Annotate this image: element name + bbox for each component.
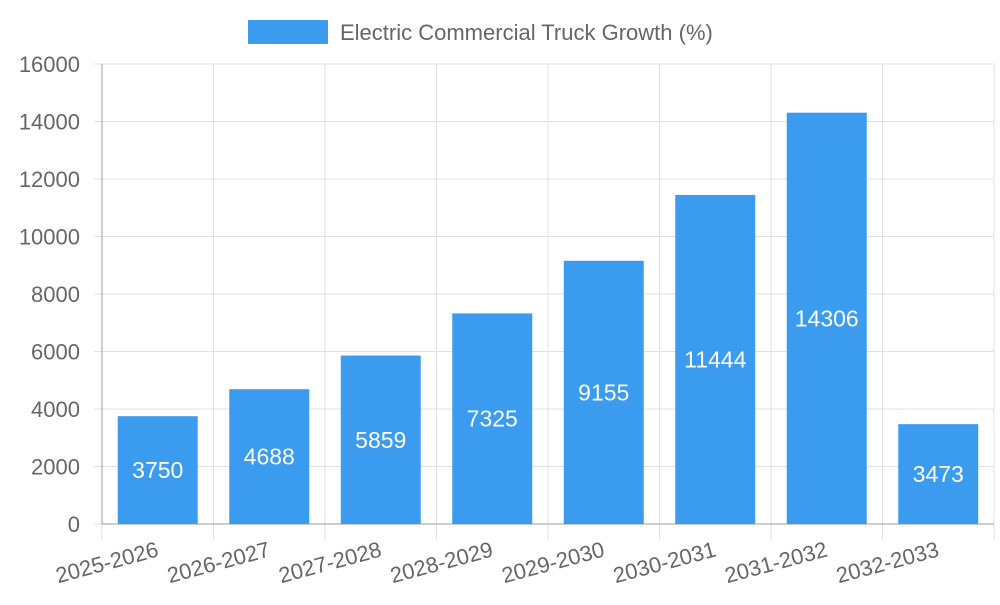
legend-swatch[interactable] xyxy=(248,20,328,44)
gridlines xyxy=(101,63,995,540)
bar[interactable] xyxy=(452,313,533,524)
bar-value-label: 4688 xyxy=(244,444,295,470)
bar[interactable] xyxy=(117,416,198,524)
x-tick-label: 2030-2031 xyxy=(610,537,718,588)
bar-value-label: 9155 xyxy=(578,379,629,405)
bar[interactable] xyxy=(229,389,310,524)
legend-label[interactable]: Electric Commercial Truck Growth (%) xyxy=(340,20,713,45)
x-tick-label: 2026-2027 xyxy=(164,537,272,588)
y-tick-label: 10000 xyxy=(19,225,80,250)
y-tick-label: 4000 xyxy=(31,397,80,422)
bar-value-label: 3473 xyxy=(913,461,964,487)
y-tick-label: 8000 xyxy=(31,282,80,307)
bar[interactable] xyxy=(786,112,867,524)
bar[interactable] xyxy=(563,260,644,524)
y-tick-label: 14000 xyxy=(19,110,80,135)
y-tick-label: 12000 xyxy=(19,167,80,192)
x-tick-label: 2027-2028 xyxy=(276,537,384,588)
y-tick-label: 16000 xyxy=(19,52,80,77)
legend[interactable]: Electric Commercial Truck Growth (%) xyxy=(248,20,713,45)
bar-value-label: 3750 xyxy=(132,457,183,483)
bar-value-label: 11444 xyxy=(684,346,746,372)
bars xyxy=(117,112,979,525)
bar-value-label: 14306 xyxy=(795,305,859,331)
bar-value-label: 7325 xyxy=(467,406,518,432)
bar-value-label: 5859 xyxy=(355,427,406,453)
y-tick-label: 6000 xyxy=(31,340,80,365)
data-labels: 3750 4688 5859 7325 9155 11444 14306 3473 xyxy=(132,305,964,487)
y-tick-label: 0 xyxy=(68,512,80,537)
bar[interactable] xyxy=(340,355,421,524)
bar[interactable] xyxy=(898,424,979,524)
x-tick-label: 2025-2026 xyxy=(53,537,161,588)
x-tick-label: 2029-2030 xyxy=(499,537,607,588)
x-tick-label: 2028-2029 xyxy=(387,537,495,588)
x-tick-label: 2032-2033 xyxy=(833,537,941,588)
x-tick-label: 2031-2032 xyxy=(722,537,830,588)
y-tick-label: 2000 xyxy=(31,455,80,480)
bar[interactable] xyxy=(675,194,756,525)
